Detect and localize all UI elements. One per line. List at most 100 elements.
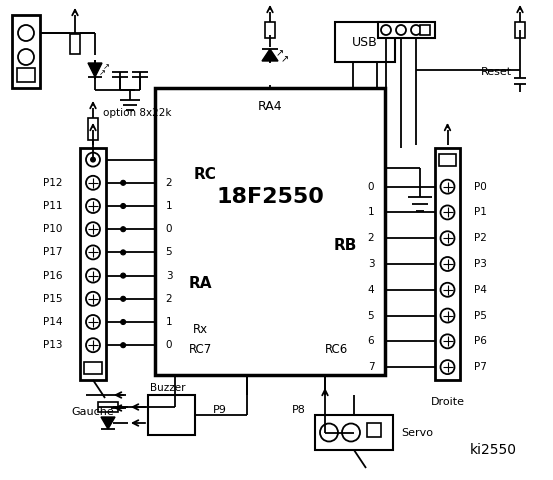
Polygon shape bbox=[88, 63, 102, 77]
Text: P11: P11 bbox=[43, 201, 62, 211]
Text: RC: RC bbox=[194, 167, 216, 181]
Circle shape bbox=[86, 338, 100, 352]
Text: P8: P8 bbox=[292, 405, 306, 415]
Text: Droite: Droite bbox=[430, 397, 465, 407]
Bar bbox=[155, 88, 385, 375]
Text: 5: 5 bbox=[166, 247, 173, 257]
Text: P16: P16 bbox=[43, 271, 62, 281]
Bar bbox=[84, 362, 102, 374]
Circle shape bbox=[86, 269, 100, 283]
Polygon shape bbox=[101, 417, 115, 429]
Text: P1: P1 bbox=[474, 207, 487, 217]
Text: RB: RB bbox=[333, 239, 357, 253]
Circle shape bbox=[441, 335, 455, 348]
Circle shape bbox=[86, 315, 100, 329]
Text: 18F2550: 18F2550 bbox=[216, 187, 324, 207]
Circle shape bbox=[86, 292, 100, 306]
Text: P15: P15 bbox=[43, 294, 62, 304]
Circle shape bbox=[441, 231, 455, 245]
Text: 1: 1 bbox=[368, 207, 374, 217]
Text: 6: 6 bbox=[368, 336, 374, 347]
Bar bbox=[439, 154, 456, 166]
Circle shape bbox=[396, 25, 406, 35]
Bar bbox=[265, 22, 275, 38]
Text: 2: 2 bbox=[166, 178, 173, 188]
Circle shape bbox=[121, 296, 126, 301]
Circle shape bbox=[441, 283, 455, 297]
Text: P12: P12 bbox=[43, 178, 62, 188]
Text: RA: RA bbox=[188, 276, 212, 291]
Circle shape bbox=[411, 25, 421, 35]
Bar bbox=[12, 15, 40, 88]
Circle shape bbox=[121, 343, 126, 348]
Text: ↗: ↗ bbox=[281, 54, 289, 64]
Circle shape bbox=[90, 156, 96, 163]
Circle shape bbox=[320, 423, 338, 442]
Circle shape bbox=[86, 245, 100, 259]
Circle shape bbox=[441, 309, 455, 323]
Bar bbox=[435, 148, 460, 380]
Bar bbox=[98, 402, 118, 412]
Text: P3: P3 bbox=[474, 259, 487, 269]
Text: 0: 0 bbox=[166, 340, 172, 350]
Text: Reset: Reset bbox=[481, 67, 512, 77]
Text: 4: 4 bbox=[368, 285, 374, 295]
Text: P6: P6 bbox=[474, 336, 487, 347]
Circle shape bbox=[18, 49, 34, 65]
Bar bbox=[17, 68, 35, 82]
Text: P0: P0 bbox=[474, 181, 487, 192]
Circle shape bbox=[342, 423, 360, 442]
Bar bbox=[80, 148, 106, 380]
Text: 5: 5 bbox=[368, 311, 374, 321]
Text: Rx: Rx bbox=[192, 323, 207, 336]
Circle shape bbox=[121, 250, 126, 255]
Text: ↗: ↗ bbox=[102, 62, 109, 72]
Text: P10: P10 bbox=[43, 224, 62, 234]
Text: 7: 7 bbox=[368, 362, 374, 372]
Circle shape bbox=[121, 227, 126, 232]
Circle shape bbox=[86, 222, 100, 236]
Bar bbox=[515, 22, 525, 38]
Circle shape bbox=[86, 153, 100, 167]
Bar bbox=[378, 22, 435, 38]
Text: P7: P7 bbox=[474, 362, 487, 372]
Text: Servo: Servo bbox=[401, 428, 433, 437]
Text: 2: 2 bbox=[166, 294, 173, 304]
Circle shape bbox=[381, 25, 391, 35]
Circle shape bbox=[121, 204, 126, 208]
Text: Gauche: Gauche bbox=[72, 407, 114, 417]
Circle shape bbox=[121, 273, 126, 278]
Text: P5: P5 bbox=[474, 311, 487, 321]
Circle shape bbox=[86, 176, 100, 190]
Circle shape bbox=[121, 180, 126, 185]
Circle shape bbox=[441, 360, 455, 374]
Text: ki2550: ki2550 bbox=[470, 443, 517, 457]
Bar bbox=[70, 34, 80, 54]
Bar bbox=[88, 118, 98, 140]
Circle shape bbox=[86, 199, 100, 213]
Text: P13: P13 bbox=[43, 340, 62, 350]
Text: P9: P9 bbox=[213, 405, 227, 415]
Text: 1: 1 bbox=[166, 201, 173, 211]
Text: USB: USB bbox=[352, 36, 378, 48]
Text: P4: P4 bbox=[474, 285, 487, 295]
Text: 0: 0 bbox=[368, 181, 374, 192]
Text: Buzzer: Buzzer bbox=[150, 383, 185, 393]
Circle shape bbox=[18, 25, 34, 41]
Text: 0: 0 bbox=[166, 224, 172, 234]
Text: RC7: RC7 bbox=[189, 343, 212, 356]
Text: P17: P17 bbox=[43, 247, 62, 257]
Text: RC6: RC6 bbox=[325, 343, 348, 356]
Circle shape bbox=[121, 320, 126, 324]
Bar bbox=[367, 423, 381, 437]
Text: ↗: ↗ bbox=[276, 48, 284, 58]
Bar bbox=[148, 395, 195, 435]
Text: RA4: RA4 bbox=[258, 99, 283, 112]
Bar bbox=[335, 22, 395, 62]
Text: P2: P2 bbox=[474, 233, 487, 243]
Text: 3: 3 bbox=[368, 259, 374, 269]
Text: 1: 1 bbox=[166, 317, 173, 327]
Circle shape bbox=[441, 180, 455, 193]
Text: option 8x22k: option 8x22k bbox=[103, 108, 171, 118]
Bar bbox=[315, 415, 393, 450]
